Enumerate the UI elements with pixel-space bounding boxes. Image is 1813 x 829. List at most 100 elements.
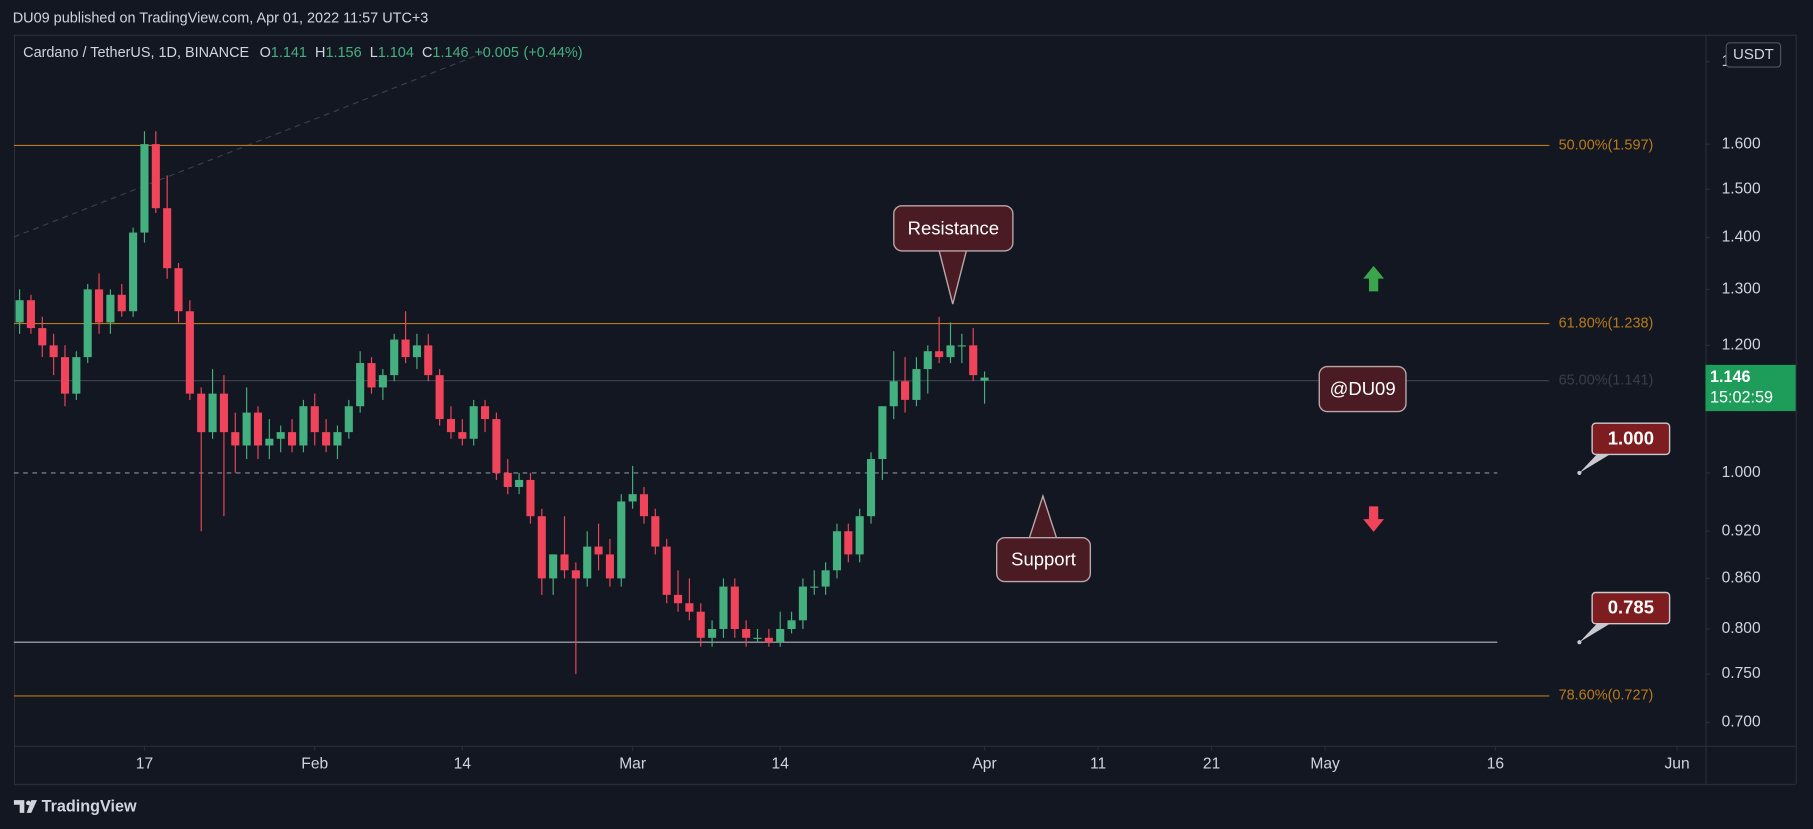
candle-body	[492, 419, 501, 473]
candle-body	[549, 554, 558, 579]
candle-body	[151, 144, 160, 209]
candle-body	[253, 412, 263, 446]
candle-body	[787, 620, 796, 629]
candle-body	[83, 289, 92, 358]
candle-body	[810, 586, 819, 588]
candle-body	[719, 586, 728, 629]
candle-body	[458, 432, 467, 439]
candle-body	[424, 345, 433, 376]
logo-part	[26, 800, 38, 813]
candle-body	[503, 472, 512, 488]
callout-anchor	[1577, 640, 1582, 645]
candle-body	[662, 546, 671, 595]
candle-body	[367, 363, 376, 388]
candle-body	[208, 393, 217, 433]
candle-body	[628, 494, 637, 502]
candle-body	[242, 412, 251, 446]
plot: 50.00%(1.597) 61.80%(1.238) 65.00%(1.141) 7…	[13, 42, 1796, 772]
candle-body	[605, 554, 614, 579]
annotation-text: @DU09	[1330, 378, 1396, 399]
footer-logo	[13, 800, 38, 813]
callout-anchor	[1577, 470, 1582, 475]
x-tick-label: 11	[1090, 755, 1106, 772]
legend: Cardano / TetherUS, 1D, BINANCE O1.141 H1.…	[23, 45, 582, 61]
x-tick-label: Jun	[1664, 755, 1689, 772]
candle-body	[901, 381, 910, 400]
candle-body	[333, 432, 342, 446]
price-badge-countdown: 15:02:59	[1710, 389, 1773, 407]
trend-line	[13, 51, 486, 238]
candle-body	[49, 345, 58, 358]
price-badge-value: 1.146	[1710, 368, 1750, 386]
candle-body	[378, 375, 387, 388]
legend-value: 1.156	[325, 45, 361, 61]
candle-body	[265, 438, 274, 446]
candle-body	[231, 432, 240, 446]
candle-body	[832, 531, 842, 571]
candle-body	[776, 628, 785, 643]
candle-body	[594, 546, 603, 555]
y-tick-label: 0.860	[1722, 570, 1761, 587]
x-tick-label: 14	[454, 755, 472, 772]
x-tick-label: 16	[1487, 755, 1504, 772]
candle-body	[163, 208, 172, 269]
annotation-box	[995, 536, 1092, 583]
down-arrow	[1363, 506, 1385, 532]
candle-body	[526, 479, 535, 517]
candle-body	[299, 406, 308, 446]
candle-body	[571, 570, 580, 579]
candle-body	[753, 637, 762, 639]
candle-body	[673, 594, 683, 604]
candle-body	[923, 351, 932, 370]
candle-body	[287, 432, 297, 446]
legend-value: 1.146	[432, 45, 468, 61]
level-label: 50.00%(1.597)	[1559, 137, 1654, 153]
candle-body	[957, 345, 966, 347]
candle-body	[583, 546, 592, 579]
x-tick-label: May	[1310, 755, 1340, 772]
candle-body	[435, 375, 444, 420]
candle-body	[310, 406, 319, 433]
currency-label: USDT	[1733, 46, 1774, 63]
candle-body	[730, 586, 739, 629]
y-tick-label: 1.000	[1722, 464, 1761, 481]
annotation-box	[893, 205, 1014, 252]
candle-body	[276, 432, 285, 439]
currency-badge	[1725, 42, 1782, 68]
logo-part	[26, 800, 31, 806]
callout-label: 1.000	[1608, 427, 1654, 448]
candle-body	[798, 586, 807, 621]
frame	[13, 34, 1797, 786]
candle-body	[685, 603, 694, 612]
y-tick-label: 1.400	[1722, 229, 1761, 246]
callout-box	[1591, 422, 1671, 456]
candle-body	[844, 531, 853, 555]
legend-change: +0.005	[474, 45, 519, 61]
y-tick-label: 1.600	[1722, 135, 1761, 152]
legend-value: 1.141	[271, 45, 307, 61]
callout-label: 0.785	[1608, 597, 1654, 618]
logo-part	[13, 800, 25, 813]
candle-body	[946, 345, 955, 358]
candle-body	[821, 570, 830, 587]
candle-body	[106, 294, 115, 323]
candle-body	[515, 479, 524, 488]
y-tick-label: 0.700	[1722, 714, 1761, 731]
candle-body	[185, 311, 194, 394]
candle-body	[696, 611, 705, 638]
price-badge	[1705, 364, 1796, 412]
annotation-text: Support	[1011, 549, 1076, 570]
candle-body	[390, 339, 399, 376]
legend-letter: L	[370, 45, 378, 61]
y-tick-label: 0.920	[1722, 522, 1761, 539]
candle-body	[117, 294, 126, 312]
candle-body	[129, 232, 138, 312]
candle-body	[969, 345, 978, 376]
candle-body	[889, 381, 898, 407]
x-tick-label: 17	[136, 755, 153, 772]
candle-body	[38, 328, 47, 346]
x-tick-label: Mar	[619, 755, 646, 772]
